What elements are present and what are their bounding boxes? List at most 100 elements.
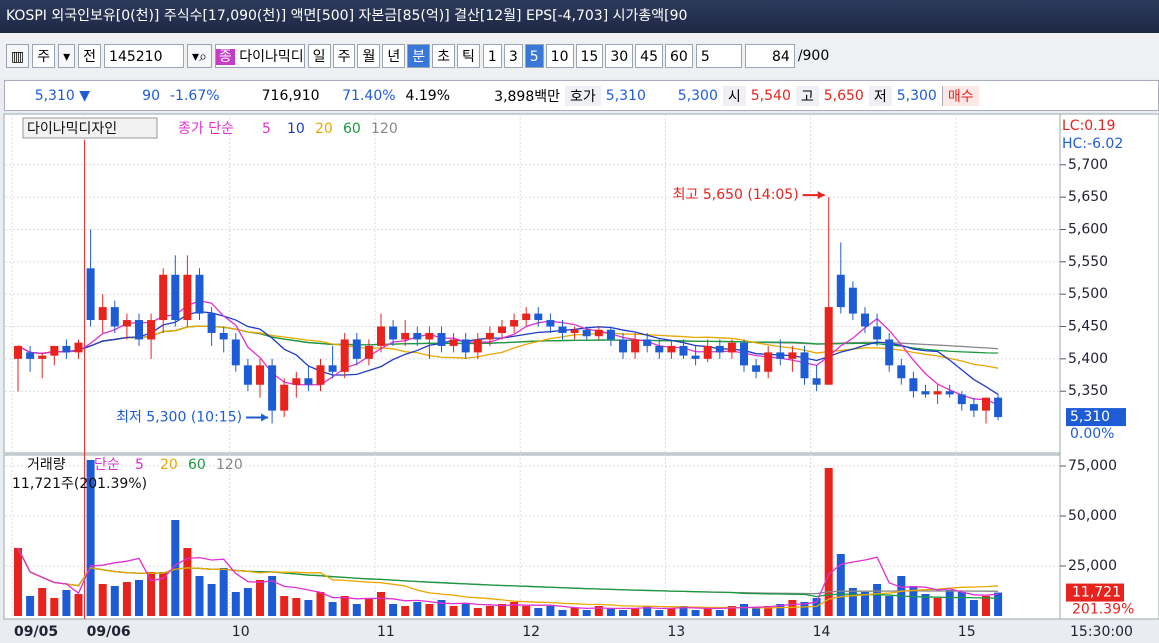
dropdown[interactable]: ▾ [58,43,76,68]
toggle-button[interactable]: 월 [357,43,381,68]
icon-button[interactable]: ▥ [6,43,30,68]
volume-bar [498,604,506,616]
volume-bar [727,606,736,616]
y-tick-label: 75,000 [1068,458,1117,474]
title-text: KOSPI 외국인보유[0(천)] 주식수[17,090(천)] 액면[500]… [6,8,688,24]
candle-body [14,345,22,359]
volume-bar [800,602,809,616]
toggle-button[interactable]: 틱 [457,43,480,68]
interval-buttons: 1 3 5 10 15 30 45 60 [482,43,693,68]
toggle-button[interactable]: 15 [575,43,604,68]
candle-body [788,352,797,359]
adj-button[interactable]: 전 [78,43,102,68]
volume-bar [558,610,567,616]
toggle-button[interactable]: 60 [664,43,693,68]
volume-bar [848,588,857,616]
volume-bar [219,568,228,616]
count-input[interactable]: 84 [744,43,795,68]
candle-body [933,391,942,395]
toggle-button[interactable]: 일 [307,43,331,68]
legend-entry: 20 [315,121,333,137]
volume-bar [909,586,918,616]
volume-bar [510,602,519,616]
candle-body [534,313,543,321]
current-rate: 0.00% [1070,426,1114,442]
toggle-button[interactable]: 30 [605,43,634,68]
candle-body [498,326,506,333]
candle-body [921,391,930,395]
toggle-button[interactable]: 년 [382,43,406,68]
volume-bar [969,600,978,616]
moving-average [17,310,999,395]
stock-name[interactable]: 종 다이나믹디 [214,43,305,68]
toggle-button[interactable]: 5 [524,43,544,68]
volume-bar [546,606,555,616]
candle-body [510,320,519,327]
legend-box [22,117,158,139]
volume-bar [14,548,22,616]
candle-body [195,274,204,314]
candle-body [703,345,712,359]
candle-body [207,313,216,333]
toggle-button[interactable]: 주 [332,43,356,68]
toggle-button[interactable]: 45 [635,43,663,68]
legend-entry: 10 [287,121,305,137]
open: 5,540 [750,87,791,104]
volume-bar [110,586,119,616]
volume-bar [243,588,252,616]
candle-body [836,274,845,308]
count-select[interactable]: 5 [695,43,742,68]
volume-bar [945,590,954,616]
candle-body [885,339,894,366]
candle-body [62,345,71,353]
price-panel [3,113,1061,454]
period-type[interactable]: 주 [32,43,56,68]
y-tick-label: 5,550 [1068,254,1108,270]
candle-body [909,378,918,392]
legend-entry: 60 [343,121,361,137]
volume-bar [171,520,180,616]
volume-bar [606,608,615,616]
volume-bar [655,610,664,616]
volume-bar [485,606,494,616]
volume-bar [86,460,95,616]
buy-button[interactable]: 매수 [941,85,979,106]
volume-bar [183,548,192,616]
candle-body [328,365,337,372]
volume-bar [582,610,591,616]
code-input[interactable]: 145210 [104,43,185,68]
toggle-button[interactable]: 10 [545,43,574,68]
volume-bar [207,584,216,616]
quote-bar: 5,310 ▼ 90 -1.67% 716,910 71.40% 4.19% 3… [4,80,1159,111]
right-axis [1059,113,1159,620]
x-tick-label: 09/06 [87,624,131,640]
candle-body [461,339,470,353]
ask-label: 호가 [565,85,601,106]
volume-bar [352,604,361,616]
volume-bar [147,572,156,616]
search-button[interactable]: ▾⌕ [187,43,212,68]
toggle-button[interactable]: 3 [503,43,523,68]
y-tick-label: 5,700 [1068,157,1108,173]
chart: 09/05 09/06 10 11 12 13 14 15 15:30:00 5,700 5,650… [0,112,1159,643]
volume-bar [328,602,337,616]
market-badge: 종 [215,48,235,65]
high: 5,650 [823,87,864,104]
y-tick-label: 25,000 [1068,558,1117,574]
toggle-button[interactable]: 1 [482,43,502,68]
candle-body [304,378,313,385]
candle-body [631,339,640,353]
volume-bar [619,610,627,616]
candle-body [848,287,857,314]
y-tick-label: 5,500 [1068,286,1108,302]
toggle-button[interactable]: 초 [432,43,456,68]
lc-label: LC:0.19 [1062,118,1115,134]
candle-body [256,365,264,385]
candle-body [776,352,785,359]
candle-body [546,320,555,327]
toggle-button[interactable]: 분 [407,43,431,68]
current-price-box [1066,408,1126,427]
candle-body [619,339,627,353]
